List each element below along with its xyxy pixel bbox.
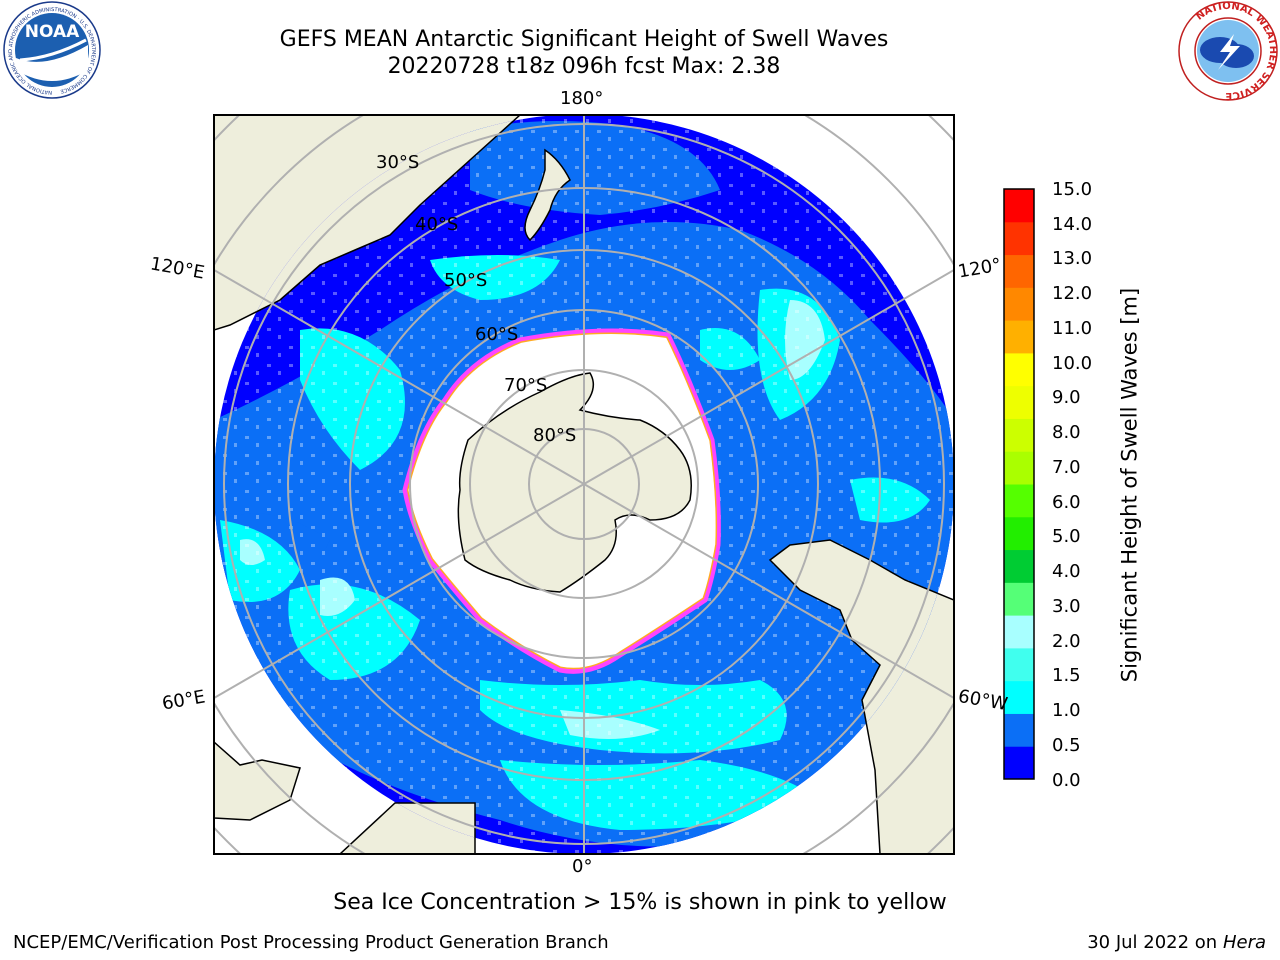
colorbar bbox=[1004, 189, 1034, 780]
colorbar-tick: 6.0 bbox=[1052, 492, 1081, 513]
antarctica bbox=[457, 372, 692, 593]
footer-date: 30 Jul 2022 on Hera bbox=[1087, 932, 1266, 953]
map-subtitle: 20220728 t18z 096h fcst Max: 2.38 bbox=[387, 54, 781, 79]
colorbar-segment bbox=[1004, 549, 1034, 583]
map-frame bbox=[213, 114, 955, 855]
colorbar-segment bbox=[1004, 582, 1034, 616]
lat-label-40s: 40°S bbox=[415, 214, 459, 235]
lat-label-70s: 70°S bbox=[504, 375, 548, 396]
colorbar-tick: 1.0 bbox=[1052, 700, 1081, 721]
map-title: GEFS MEAN Antarctic Significant Height o… bbox=[279, 27, 889, 52]
colorbar-tick: 1.5 bbox=[1052, 665, 1081, 686]
colorbar-tick: 5.0 bbox=[1052, 526, 1081, 547]
lon-label-180: 180° bbox=[560, 88, 604, 109]
colorbar-tick: 7.0 bbox=[1052, 457, 1081, 478]
colorbar-segment bbox=[1004, 287, 1034, 321]
lat-label-80s: 80°S bbox=[533, 425, 577, 446]
colorbar-tick: 15.0 bbox=[1052, 179, 1093, 200]
footer-date-text: 30 Jul 2022 on bbox=[1087, 932, 1223, 953]
nws-logo: NATIONAL WEATHER SERVICE bbox=[1178, 1, 1278, 101]
colorbar-segment bbox=[1004, 451, 1034, 485]
graticule bbox=[214, 115, 954, 854]
colorbar-tick: 12.0 bbox=[1052, 283, 1093, 304]
colorbar-segment bbox=[1004, 189, 1034, 223]
colorbar-tick: 0.5 bbox=[1052, 735, 1081, 756]
lat-label-30s: 30°S bbox=[376, 152, 420, 173]
footer-credit: NCEP/EMC/Verification Post Processing Pr… bbox=[13, 932, 609, 953]
colorbar-segment bbox=[1004, 418, 1034, 452]
colorbar-tick: 3.0 bbox=[1052, 596, 1081, 617]
colorbar-tick: 0.0 bbox=[1052, 770, 1081, 791]
colorbar-segment bbox=[1004, 352, 1034, 387]
colorbar-tick: 4.0 bbox=[1052, 561, 1081, 582]
colorbar-segment bbox=[1004, 647, 1034, 682]
colorbar-segment bbox=[1004, 484, 1034, 518]
lat-label-60s: 60°S bbox=[475, 324, 519, 345]
sea-ice-note: Sea Ice Concentration > 15% is shown in … bbox=[333, 890, 947, 915]
noaa-logo: NOAA NATIONAL OCEANIC AND ATMOSPHERIC AD… bbox=[3, 1, 101, 99]
footer-host: Hera bbox=[1222, 932, 1266, 953]
colorbar-tick: 2.0 bbox=[1052, 631, 1081, 652]
noaa-logo-text: NOAA bbox=[25, 22, 80, 42]
colorbar-tick: 9.0 bbox=[1052, 387, 1081, 408]
colorbar-segment bbox=[1004, 713, 1034, 747]
colorbar-tick: 8.0 bbox=[1052, 422, 1081, 443]
colorbar-segment bbox=[1004, 516, 1034, 551]
lon-label-0: 0° bbox=[572, 856, 593, 877]
colorbar-tick: 13.0 bbox=[1052, 248, 1093, 269]
colorbar-segment bbox=[1004, 254, 1034, 288]
colorbar-segment bbox=[1004, 746, 1034, 780]
colorbar-tick: 11.0 bbox=[1052, 318, 1093, 339]
colorbar-segment bbox=[1004, 615, 1034, 649]
lat-label-50s: 50°S bbox=[444, 270, 488, 291]
colorbar-segment bbox=[1004, 680, 1034, 714]
colorbar-segment bbox=[1004, 385, 1034, 419]
colorbar-tick: 14.0 bbox=[1052, 214, 1093, 235]
colorbar-segment bbox=[1004, 221, 1034, 256]
colorbar-label: Significant Height of Swell Waves [m] bbox=[1117, 287, 1142, 683]
colorbar-tick: 10.0 bbox=[1052, 353, 1093, 374]
colorbar-segment bbox=[1004, 320, 1034, 354]
